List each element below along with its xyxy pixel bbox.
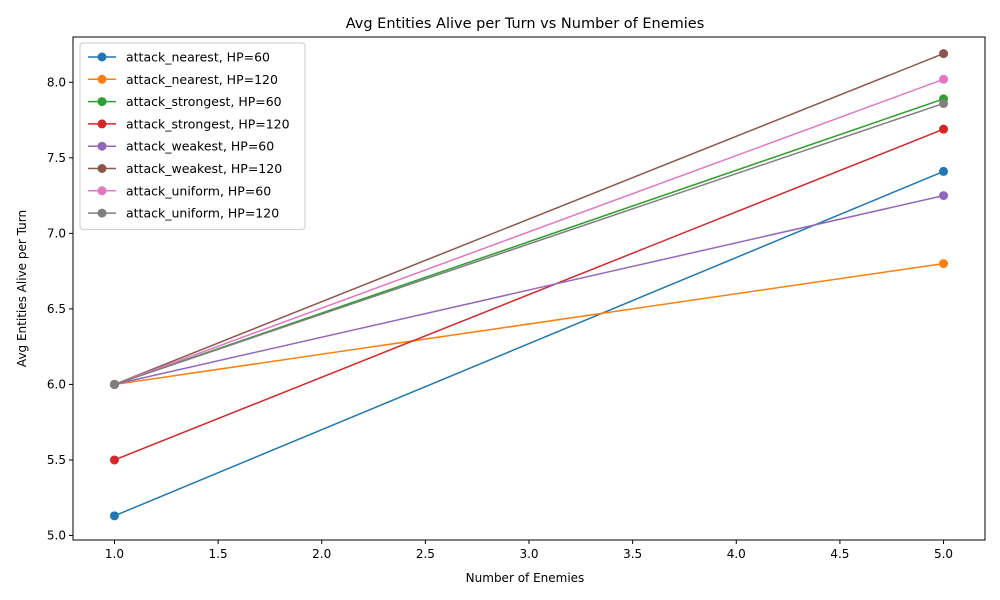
legend-box — [79, 42, 306, 230]
x-tick-label: 2.0 — [312, 547, 331, 561]
legend-item: attack_weakest, HP=120 — [88, 161, 282, 176]
x-tick-label: 4.5 — [830, 547, 849, 561]
legend-marker — [97, 141, 107, 151]
data-point — [939, 191, 949, 201]
legend-label: attack_uniform, HP=60 — [126, 183, 271, 198]
y-tick-label: 7.5 — [47, 151, 66, 165]
y-tick-label: 5.0 — [47, 528, 66, 542]
data-point — [109, 511, 119, 521]
series-line — [114, 128, 944, 461]
plot-area — [109, 49, 949, 521]
legend-item: attack_nearest, HP=60 — [88, 50, 270, 65]
y-tick-label: 6.5 — [47, 302, 66, 316]
legend-marker — [97, 164, 107, 173]
legend-item: attack_strongest, HP=60 — [88, 94, 282, 109]
series-line — [114, 78, 944, 386]
series-1 — [109, 259, 949, 389]
y-tick-label: 5.5 — [47, 453, 66, 467]
legend-marker — [97, 208, 107, 218]
data-point — [939, 259, 949, 269]
legend-label: attack_weakest, HP=60 — [126, 139, 274, 154]
y-axis: 5.0 5.5 6.0 6.5 7.0 7.5 8.0 — [47, 75, 73, 542]
legend-item: attack_nearest, HP=120 — [88, 72, 278, 87]
legend-marker — [97, 119, 107, 129]
legend-label: attack_uniform, HP=120 — [126, 206, 279, 221]
legend-item: attack_strongest, HP=120 — [88, 116, 290, 131]
legend-marker — [97, 52, 107, 62]
series-line — [114, 262, 944, 386]
x-tick-label: 3.5 — [623, 547, 642, 561]
legend-marker — [97, 97, 107, 107]
data-point — [939, 98, 949, 108]
data-point — [939, 166, 949, 176]
x-tick-label: 3.0 — [519, 547, 538, 561]
data-point — [939, 49, 949, 59]
y-tick-label: 6.0 — [47, 377, 66, 391]
legend-marker — [97, 74, 107, 84]
x-tick-label: 1.5 — [209, 547, 228, 561]
y-axis-label: Avg Entities Alive per Turn — [15, 210, 29, 367]
legend: attack_nearest, HP=60 attack_nearest, HP=… — [79, 42, 306, 230]
legend-item: attack_uniform, HP=120 — [88, 206, 279, 221]
x-axis-label: Number of Enemies — [466, 571, 585, 585]
x-tick-label: 4.0 — [727, 547, 746, 561]
y-tick-label: 8.0 — [47, 75, 66, 89]
x-tick-label: 5.0 — [934, 547, 953, 561]
series-line — [114, 194, 944, 386]
legend-label: attack_nearest, HP=120 — [126, 72, 278, 87]
legend-label: attack_weakest, HP=120 — [126, 161, 282, 176]
series-line — [114, 52, 944, 386]
legend-item: attack_uniform, HP=60 — [88, 183, 271, 198]
x-tick-label: 2.5 — [416, 547, 435, 561]
data-point — [109, 455, 119, 465]
series-3 — [109, 124, 949, 465]
data-point — [939, 74, 949, 84]
legend-item: attack_weakest, HP=60 — [88, 139, 274, 154]
chart-title: Avg Entities Alive per Turn vs Number of… — [346, 16, 705, 32]
series-7 — [109, 98, 949, 389]
data-point — [939, 124, 949, 134]
legend-label: attack_strongest, HP=60 — [126, 94, 282, 109]
y-tick-label: 7.0 — [47, 226, 66, 240]
data-point — [109, 379, 119, 389]
series-line — [114, 102, 944, 386]
series-line — [114, 170, 944, 517]
series-0 — [109, 166, 949, 521]
legend-label: attack_strongest, HP=120 — [126, 116, 290, 131]
legend-marker — [97, 186, 107, 196]
x-axis: 1.0 1.5 2.0 2.5 3.0 3.5 4.0 4.5 5.0 — [105, 540, 953, 561]
x-tick-label: 1.0 — [105, 547, 124, 561]
legend-label: attack_nearest, HP=60 — [126, 50, 270, 65]
